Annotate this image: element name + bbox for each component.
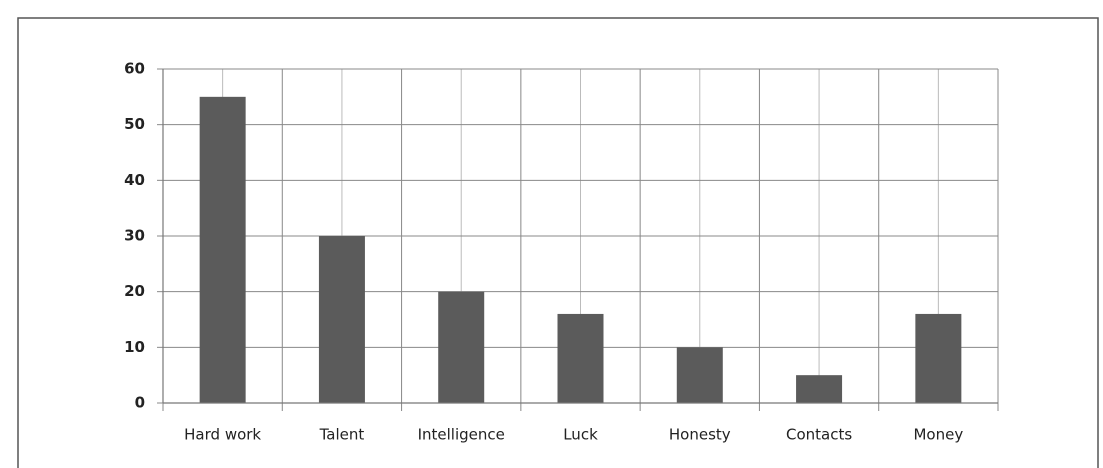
y-tick-label: 20 xyxy=(124,282,145,300)
y-tick-label: 10 xyxy=(124,338,145,356)
x-tick-label: Honesty xyxy=(669,426,731,444)
y-tick-label: 60 xyxy=(124,60,145,78)
frame xyxy=(17,17,1099,468)
x-tick-label: Hard work xyxy=(184,426,261,444)
bar xyxy=(676,347,723,403)
x-tick-label: Money xyxy=(913,426,963,444)
bar xyxy=(318,236,365,403)
x-tick-label: Contacts xyxy=(786,426,852,444)
y-tick-label: 50 xyxy=(124,115,145,133)
x-tick-label: Luck xyxy=(563,426,598,444)
x-tick-label: Intelligence xyxy=(418,426,505,444)
x-tick-label: Talent xyxy=(319,426,365,444)
y-tick-label: 40 xyxy=(124,171,145,189)
bar xyxy=(438,291,485,403)
y-tick-label: 0 xyxy=(135,394,145,412)
bar xyxy=(199,96,246,403)
y-tick-label: 30 xyxy=(124,227,145,245)
bar xyxy=(915,313,962,403)
bar xyxy=(557,313,604,403)
bar xyxy=(796,375,843,403)
